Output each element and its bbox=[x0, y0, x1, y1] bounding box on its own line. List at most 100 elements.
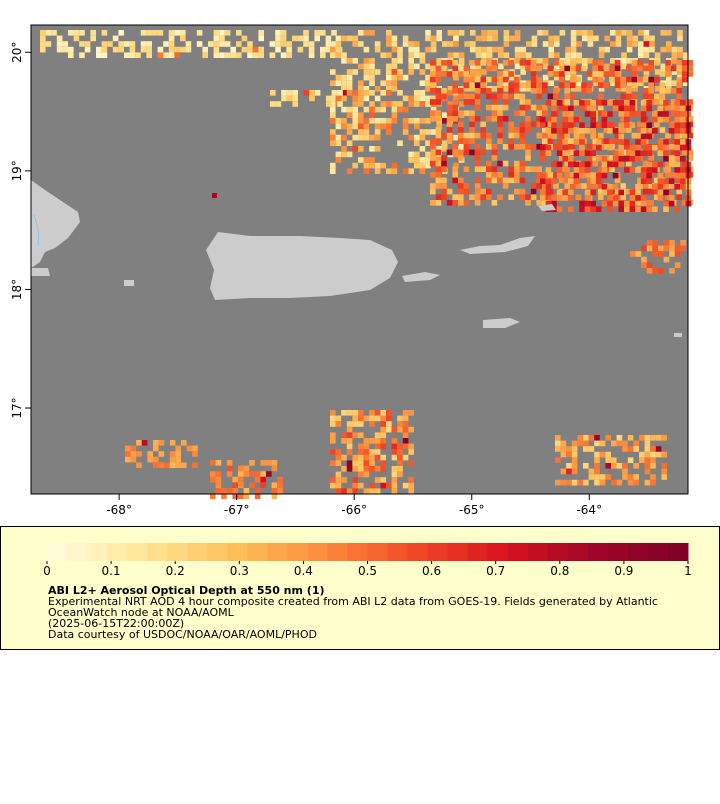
aerosol-pixel bbox=[186, 445, 193, 452]
aerosol-pixel bbox=[571, 446, 578, 452]
aerosol-pixel bbox=[446, 149, 453, 156]
aerosol-pixel bbox=[570, 65, 576, 72]
aerosol-pixel bbox=[638, 46, 644, 53]
aerosol-pixel bbox=[146, 41, 152, 47]
aerosol-pixel bbox=[430, 82, 436, 88]
aerosol-pixel bbox=[566, 463, 572, 469]
hispaniola-tip bbox=[31, 268, 50, 276]
aerosol-pixel bbox=[627, 435, 634, 441]
aerosol-pixel bbox=[480, 149, 486, 156]
aerosol-pixel bbox=[341, 106, 347, 113]
aerosol-pixel bbox=[430, 116, 436, 122]
aerosol-pixel bbox=[575, 76, 582, 83]
colorbar-cell bbox=[607, 543, 629, 561]
aerosol-pixel bbox=[635, 139, 641, 145]
aerosol-pixel bbox=[573, 167, 580, 173]
aerosol-pixel bbox=[588, 474, 595, 480]
aerosol-pixel bbox=[598, 194, 604, 200]
aerosol-pixel bbox=[391, 438, 398, 444]
aerosol-pixel bbox=[419, 118, 426, 124]
aerosol-pixel bbox=[447, 101, 454, 107]
colorbar-cell bbox=[147, 543, 168, 561]
aerosol-pixel bbox=[646, 122, 652, 128]
aerosol-pixel bbox=[676, 76, 682, 83]
aerosol-pixel bbox=[402, 123, 409, 130]
aerosol-pixel bbox=[536, 76, 542, 83]
aerosol-pixel bbox=[553, 60, 559, 66]
aerosol-pixel bbox=[605, 435, 611, 441]
aerosol-pixel bbox=[618, 144, 624, 151]
aerosol-pixel bbox=[271, 488, 278, 494]
aerosol-pixel bbox=[308, 41, 315, 47]
aerosol-pixel bbox=[650, 479, 656, 486]
aerosol-pixel bbox=[363, 129, 370, 135]
aerosol-pixel bbox=[542, 74, 549, 81]
aerosol-pixel bbox=[642, 183, 649, 189]
aerosol-pixel bbox=[620, 183, 626, 189]
aerosol-pixel bbox=[491, 104, 498, 111]
aerosol-pixel bbox=[646, 206, 652, 212]
aerosol-pixel bbox=[643, 30, 650, 36]
aerosol-pixel bbox=[435, 200, 442, 206]
aerosol-pixel bbox=[346, 168, 353, 174]
aerosol-pixel bbox=[491, 93, 498, 100]
aerosol-pixel bbox=[330, 482, 336, 489]
aerosol-pixel bbox=[537, 30, 543, 36]
aerosol-pixel bbox=[670, 99, 677, 105]
aerosol-pixel bbox=[536, 93, 542, 100]
aerosol-pixel bbox=[352, 118, 358, 124]
aerosol-pixel bbox=[73, 30, 80, 36]
aerosol-pixel bbox=[140, 30, 147, 36]
aerosol-pixel bbox=[419, 162, 426, 169]
aerosol-pixel bbox=[271, 493, 278, 500]
aerosol-pixel bbox=[612, 150, 619, 156]
aerosol-pixel bbox=[397, 421, 403, 427]
aerosol-pixel bbox=[446, 104, 453, 111]
aerosol-pixel bbox=[677, 35, 683, 42]
aerosol-pixel bbox=[551, 195, 557, 201]
aerosol-pixel bbox=[531, 35, 538, 42]
aerosol-pixel bbox=[380, 80, 386, 86]
aerosol-pixel bbox=[474, 93, 481, 100]
aerosol-pixel bbox=[519, 99, 526, 105]
aerosol-pixel bbox=[352, 35, 358, 42]
aerosol-pixel bbox=[525, 166, 531, 172]
aerosol-pixel bbox=[441, 160, 447, 167]
aerosol-pixel bbox=[514, 188, 520, 195]
aerosol-pixel bbox=[568, 105, 574, 112]
aerosol-pixel bbox=[486, 144, 492, 150]
aerosol-pixel bbox=[530, 71, 537, 77]
aerosol-pixel bbox=[560, 479, 567, 486]
aerosol-pixel bbox=[556, 139, 563, 145]
aerosol-pixel bbox=[631, 132, 638, 139]
aerosol-pixel bbox=[215, 476, 222, 483]
aerosol-pixel bbox=[640, 167, 647, 173]
aerosol-pixel bbox=[430, 138, 436, 144]
aerosol-pixel bbox=[452, 88, 458, 94]
colorbar-cell bbox=[667, 543, 689, 561]
aerosol-pixel bbox=[303, 41, 309, 47]
aerosol-pixel bbox=[588, 435, 595, 441]
aerosol-pixel bbox=[369, 58, 375, 64]
aerosol-pixel bbox=[458, 194, 464, 200]
aerosol-pixel bbox=[369, 415, 375, 422]
aerosol-pixel bbox=[583, 446, 589, 452]
aerosol-pixel bbox=[540, 189, 546, 196]
aerosol-pixel bbox=[571, 479, 578, 486]
aerosol-pixel bbox=[335, 74, 342, 81]
aerosol-pixel bbox=[226, 471, 233, 477]
aerosol-pixel bbox=[475, 52, 482, 58]
legend-line: Experimental NRT AOD 4 hour composite cr… bbox=[48, 595, 658, 608]
aerosol-pixel bbox=[463, 76, 470, 83]
aerosol-pixel bbox=[380, 90, 386, 96]
aerosol-pixel bbox=[654, 177, 660, 184]
aerosol-pixel bbox=[556, 100, 563, 106]
aerosol-pixel bbox=[565, 58, 571, 64]
aerosol-pixel bbox=[615, 35, 622, 42]
aerosol-pixel bbox=[592, 76, 598, 83]
aerosol-pixel bbox=[491, 177, 498, 184]
aerosol-pixel bbox=[358, 118, 364, 124]
aerosol-pixel bbox=[243, 488, 250, 494]
aerosol-pixel bbox=[243, 465, 250, 472]
aerosol-pixel bbox=[175, 451, 181, 457]
